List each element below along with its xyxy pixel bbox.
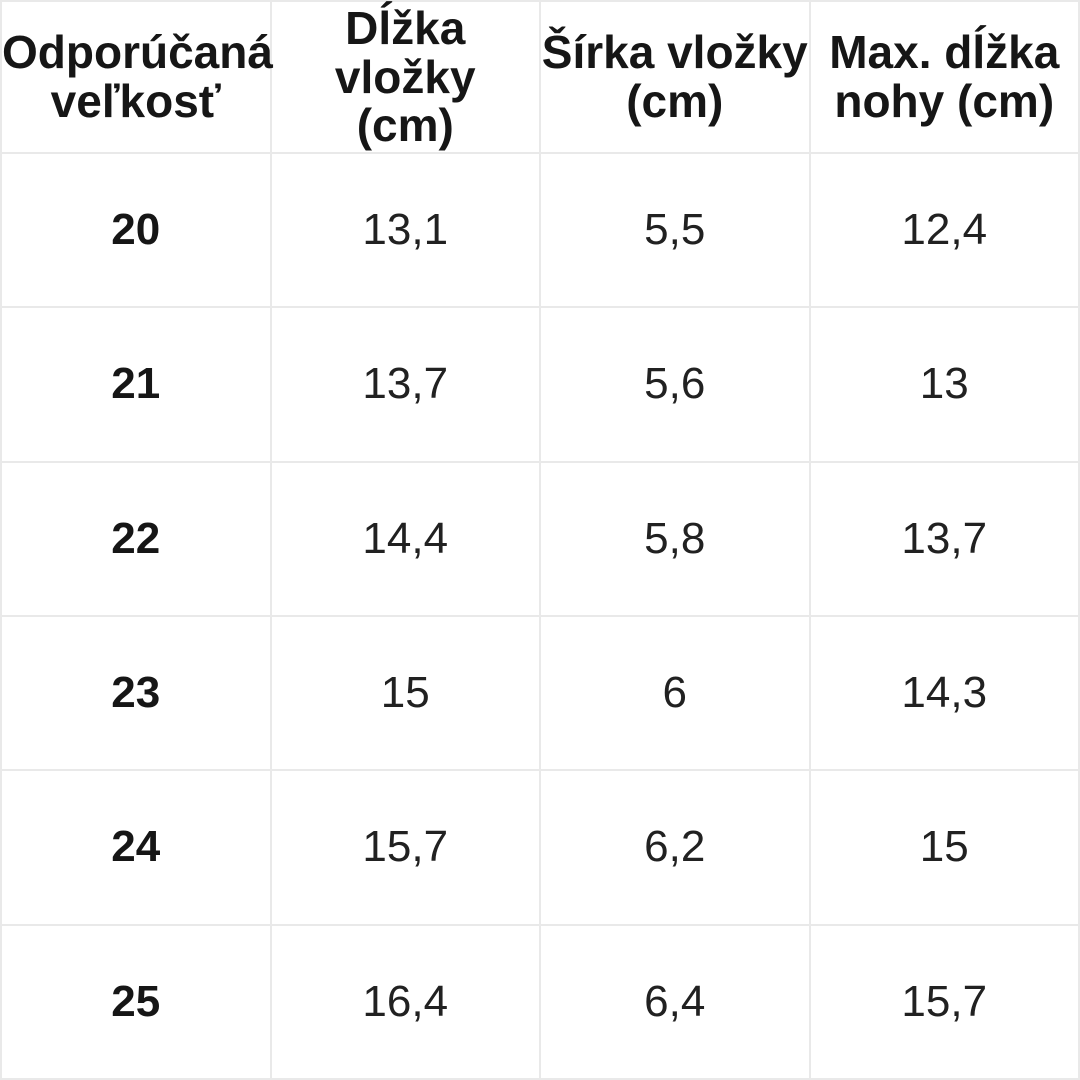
insole-width-cell: 6 [539, 614, 811, 772]
table-row: 21 13,7 5,6 13 [0, 306, 1080, 463]
header-line: Max. dĺžka [829, 26, 1060, 79]
max-foot-length-cell: 15,7 [808, 923, 1080, 1080]
column-header-insole-length: Dĺžka vložky (cm) [269, 0, 541, 154]
max-foot-length-cell: 14,3 [808, 614, 1080, 772]
insole-width-cell: 5,5 [539, 151, 811, 309]
column-header-max-foot-length: Max. dĺžka nohy (cm) [808, 0, 1080, 154]
max-foot-length-cell: 13 [808, 306, 1080, 463]
insole-length-cell: 15 [269, 614, 541, 772]
max-foot-length-cell: 12,4 [808, 151, 1080, 309]
size-cell: 25 [0, 923, 272, 1080]
insole-width-cell: 6,2 [539, 769, 811, 926]
header-row: Odporúčaná veľkosť Dĺžka vložky (cm) Šír… [0, 0, 1080, 154]
header-line: (cm) [356, 99, 454, 152]
size-cell: 20 [0, 151, 272, 309]
table-row: 24 15,7 6,2 15 [0, 769, 1080, 926]
header-line: veľkosť [50, 75, 221, 127]
size-cell: 22 [0, 460, 272, 617]
insole-width-cell: 5,8 [539, 460, 811, 617]
insole-length-cell: 13,1 [269, 151, 541, 309]
insole-length-cell: 16,4 [269, 923, 541, 1080]
insole-length-cell: 15,7 [269, 769, 541, 926]
insole-width-cell: 5,6 [539, 306, 811, 463]
column-header-recommended-size: Odporúčaná veľkosť [0, 0, 273, 154]
size-cell: 24 [0, 769, 272, 926]
header-line: Dĺžka vložky [334, 1, 476, 103]
insole-length-cell: 13,7 [269, 306, 541, 463]
max-foot-length-cell: 13,7 [808, 460, 1080, 617]
table-row: 20 13,1 5,5 12,4 [0, 151, 1080, 309]
header-line: Šírka vložky [541, 26, 808, 79]
size-cell: 21 [0, 306, 272, 463]
column-header-insole-width: Šírka vložky (cm) [539, 0, 811, 154]
table-row: 22 14,4 5,8 13,7 [0, 460, 1080, 617]
header-line: (cm) [626, 75, 724, 127]
table-row: 23 15 6 14,3 [0, 614, 1080, 772]
insole-width-cell: 6,4 [539, 923, 811, 1080]
table-row: 25 16,4 6,4 15,7 [0, 923, 1080, 1080]
header-line: nohy (cm) [834, 75, 1055, 127]
max-foot-length-cell: 15 [808, 769, 1080, 926]
insole-length-cell: 14,4 [269, 460, 541, 617]
header-line: Odporúčaná [2, 26, 273, 79]
size-cell: 23 [0, 614, 272, 772]
